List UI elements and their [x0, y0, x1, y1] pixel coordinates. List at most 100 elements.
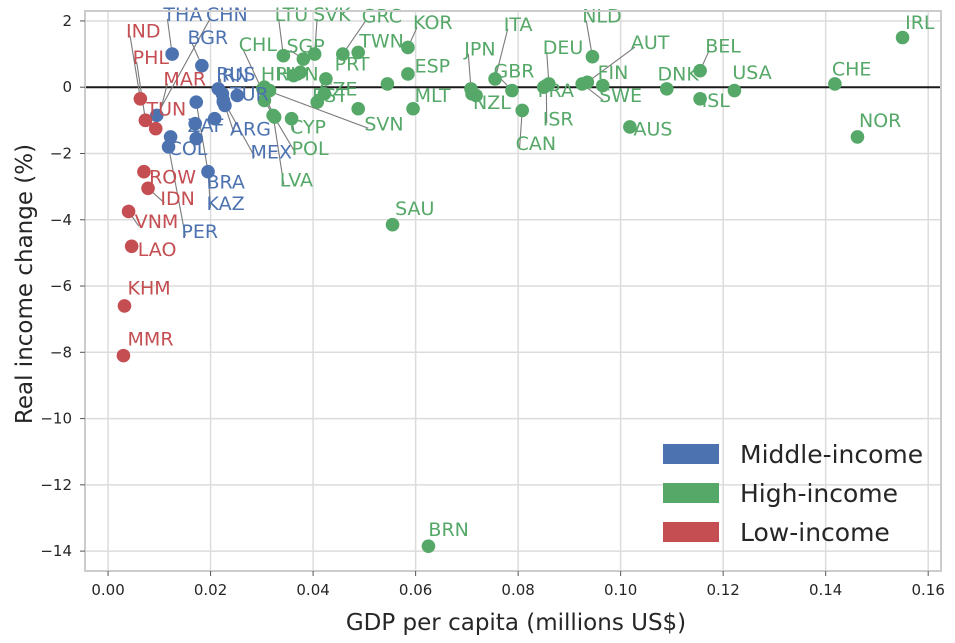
data-point	[380, 77, 395, 91]
point-label: EST	[312, 85, 348, 107]
point-label: CZE	[319, 78, 357, 100]
point-label: IDN	[160, 188, 194, 210]
point-label: ESP	[415, 55, 451, 77]
data-point	[121, 204, 136, 219]
y-tick-label: −14	[40, 542, 72, 560]
point-label: TWN	[358, 30, 404, 52]
point-label: SVN	[364, 113, 403, 135]
legend-label: Low-income	[740, 518, 890, 547]
data-point	[124, 239, 139, 254]
data-point	[189, 95, 204, 109]
y-axis-title: Real income change (%)	[12, 144, 38, 424]
data-point	[211, 82, 226, 96]
data-point	[727, 83, 742, 98]
data-point	[336, 47, 350, 61]
point-label: ISR	[543, 108, 574, 130]
x-tick-label: 0.14	[809, 581, 842, 599]
y-tick-label: −12	[40, 476, 72, 494]
data-point	[385, 217, 400, 232]
x-tick-label: 0.04	[296, 581, 329, 599]
point-label: LAO	[138, 239, 177, 261]
point-label: IND	[126, 21, 160, 43]
point-label: NLD	[582, 6, 621, 28]
point-label: PHL	[133, 47, 170, 69]
data-point	[276, 48, 291, 63]
data-point	[623, 120, 637, 134]
data-point	[828, 77, 842, 91]
data-point	[406, 101, 420, 116]
leader-line	[586, 46, 636, 83]
x-axis-ticks: 0.00 0.02 0.04 0.06 0.08 0.10 0.12 0.14 0.16	[91, 571, 945, 599]
data-point	[296, 52, 311, 66]
point-label: ROW	[149, 166, 196, 188]
y-tick-label: 0	[62, 78, 72, 96]
leader-line	[272, 115, 285, 185]
data-point	[195, 58, 209, 73]
point-label: TUN	[146, 98, 187, 120]
point-label: BGR	[188, 27, 229, 49]
data-point	[165, 47, 179, 61]
x-axis-title: GDP per capita (millions US$)	[346, 610, 686, 636]
point-label: ISL	[702, 90, 731, 112]
point-label: COL	[169, 138, 208, 160]
leader-line	[156, 18, 211, 116]
point-label: KAZ	[206, 193, 244, 215]
point-label: CHE	[832, 59, 872, 81]
data-point	[117, 299, 132, 313]
y-axis-ticks: 2 0 −2 −4 −6 −8 −10 −12 −14	[40, 12, 85, 560]
y-tick-label: −4	[50, 211, 72, 229]
point-label: ARG	[230, 118, 271, 140]
point-label: THA	[162, 4, 202, 26]
point-label: LTU	[275, 4, 308, 26]
point-label: DEU	[543, 37, 584, 59]
y-tick-label: −2	[50, 144, 72, 162]
x-tick-label: 0.12	[706, 581, 739, 599]
data-point	[659, 82, 674, 96]
point-label: USA	[732, 62, 771, 84]
point-label: CAN	[516, 133, 556, 155]
leader-line	[168, 146, 186, 237]
data-point	[895, 30, 910, 45]
data-point	[850, 130, 865, 144]
y-tick-label: −10	[40, 410, 72, 428]
data-point	[286, 68, 301, 83]
point-label: HUN	[276, 64, 318, 86]
plot-frame	[84, 10, 942, 572]
data-point	[188, 116, 203, 131]
data-point	[148, 121, 163, 136]
point-label: MAR	[163, 69, 206, 91]
x-tick-label: 0.06	[399, 581, 432, 599]
point-label: ITA	[504, 14, 533, 36]
point-label: MEX	[251, 141, 292, 163]
legend-label: Middle-income	[740, 440, 923, 469]
data-point	[138, 113, 153, 128]
point-label: PER	[181, 221, 218, 243]
data-point	[401, 40, 415, 55]
data-point	[693, 92, 707, 106]
data-point	[116, 348, 131, 363]
point-label: PRT	[335, 54, 370, 76]
point-label: NOR	[859, 110, 901, 132]
legend-swatch	[663, 522, 719, 542]
data-point	[216, 95, 231, 109]
data-point	[257, 93, 272, 108]
point-label: AUT	[631, 32, 670, 54]
data-point	[137, 164, 151, 179]
legend-label: High-income	[740, 479, 898, 508]
legend-swatch	[663, 483, 719, 503]
leader-line	[263, 100, 297, 154]
data-point	[207, 111, 222, 126]
data-points	[116, 30, 910, 553]
point-label: MMR	[128, 329, 174, 351]
point-label: SGP	[286, 35, 324, 57]
point-label: BRN	[428, 519, 468, 541]
x-tick-label: 0.00	[91, 581, 124, 599]
data-point	[421, 539, 436, 553]
data-point	[401, 67, 415, 81]
data-point	[141, 181, 155, 196]
point-label: VNM	[135, 211, 179, 233]
point-label: NZL	[473, 92, 511, 114]
